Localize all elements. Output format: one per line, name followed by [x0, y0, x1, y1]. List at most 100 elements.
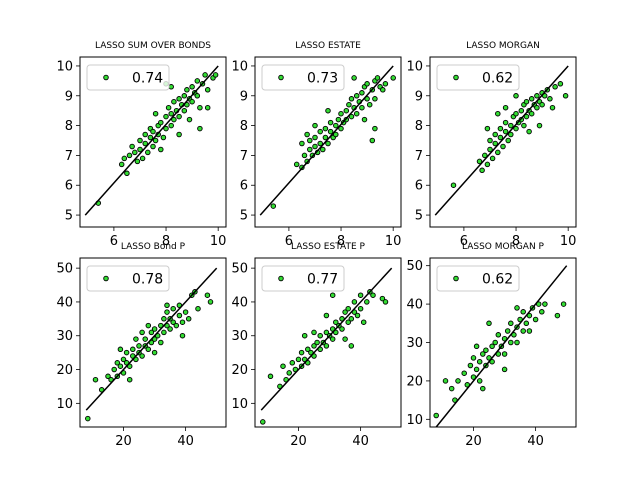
scatter-point	[450, 182, 457, 188]
scatter-point	[351, 299, 358, 305]
scatter-point	[390, 75, 396, 81]
legend-label: 0.77	[307, 272, 338, 288]
reference-line	[434, 65, 569, 216]
scatter-point	[502, 104, 509, 111]
y-tick-label: 50	[406, 259, 423, 274]
scatter-point	[534, 93, 540, 99]
scatter-point	[357, 305, 364, 312]
scatter-point	[473, 366, 480, 373]
scatter-point	[289, 360, 296, 366]
scatter-point	[325, 140, 331, 147]
scatter-point	[476, 378, 483, 384]
scatter-point	[346, 101, 352, 108]
scatter-point	[148, 329, 155, 336]
scatter-point	[487, 137, 493, 144]
scatter-point	[123, 349, 130, 356]
scatter-point	[338, 110, 344, 117]
scatter-point	[480, 385, 486, 392]
legend-box	[436, 265, 520, 292]
scatter-point	[325, 107, 331, 114]
x-tick-label: 40	[352, 434, 369, 449]
scatter-point	[495, 149, 501, 156]
scatter-point	[562, 93, 569, 99]
y-tick-label: 40	[231, 295, 248, 310]
scatter-point	[197, 104, 203, 111]
y-tick-label: 7	[65, 149, 73, 164]
scatter-point	[189, 84, 195, 90]
scatter-point	[134, 158, 141, 165]
y-tick-label: 50	[56, 262, 73, 277]
scatter-point	[348, 343, 355, 349]
scatter-point	[508, 339, 514, 346]
x-tick-label: 20	[465, 434, 482, 449]
subplot-title: LASSO MORGAN	[466, 41, 540, 51]
scatter-point	[151, 349, 158, 356]
scatter-point	[168, 122, 174, 129]
y-tick-label: 5	[65, 209, 73, 224]
legend-label: 0.74	[132, 71, 163, 87]
scatter-point	[311, 329, 317, 336]
scatter-point	[270, 203, 277, 209]
scatter-point	[372, 96, 378, 102]
scatter-point	[118, 161, 125, 168]
legend-box	[261, 64, 345, 91]
scatter-point	[487, 146, 493, 153]
scatter-point	[501, 366, 508, 373]
scatter-point	[194, 93, 201, 99]
x-tick-label: 6	[110, 234, 118, 249]
y-tick-label: 6	[65, 179, 73, 194]
scatter-point	[520, 328, 526, 334]
scatter-point	[528, 96, 535, 102]
subplot-2: LASSO ESTATE 6 8 10 5 6 7 8 9 10 0.73	[231, 41, 402, 249]
scatter-point	[492, 131, 498, 138]
y-tick-label: 10	[231, 59, 248, 74]
subplot-6: LASSO MORGAN P 20 40 10 20 30 40 50 0.62	[406, 242, 577, 449]
scatter-point	[202, 72, 208, 78]
scatter-point	[179, 319, 186, 325]
scatter-point	[133, 336, 139, 342]
scatter-point	[369, 137, 376, 144]
x-tick-label: 40	[527, 434, 544, 449]
scatter-point	[372, 125, 378, 132]
scatter-point	[342, 336, 348, 342]
scatter-point	[335, 116, 342, 123]
scatter-point	[359, 104, 365, 111]
reference-line	[85, 267, 218, 411]
subplot-4: LASSO Bond P 20 40 10 20 30 40 50 0.78	[56, 242, 227, 449]
scatter-point	[360, 319, 367, 325]
x-tick-label: 40	[177, 434, 194, 449]
scatter-point	[489, 155, 496, 162]
scatter-point	[161, 329, 167, 336]
scatter-point	[164, 302, 170, 309]
subplot-1: LASSO SUM OVER BONDS 6 8 10 5 6 7 8 9 10 0.74	[56, 41, 227, 249]
y-tick-label: 50	[231, 262, 248, 277]
scatter-point	[528, 110, 535, 117]
scatter-point	[497, 125, 504, 132]
scatter-point	[152, 110, 159, 117]
scatter-point	[504, 328, 511, 334]
scatter-point	[502, 119, 509, 126]
scatter-point	[542, 301, 548, 307]
scatter-point	[150, 128, 156, 135]
scatter-point	[433, 412, 439, 419]
scatter-point	[526, 328, 533, 334]
scatter-point	[523, 320, 530, 327]
x-tick-label: 10	[560, 234, 577, 249]
legend-label: 0.62	[482, 71, 513, 87]
axes-frame	[79, 56, 227, 228]
scatter-point	[351, 75, 357, 81]
scatter-point	[482, 152, 488, 159]
subplot-title: LASSO ESTATE	[295, 41, 361, 51]
scatter-point	[189, 98, 195, 105]
x-tick-label: 8	[337, 234, 345, 249]
scatter-point	[181, 93, 188, 99]
scatter-point	[505, 137, 511, 144]
scatter-point	[343, 107, 350, 114]
scatter-point	[554, 312, 561, 319]
scatter-point	[163, 125, 169, 132]
y-tick-label: 9	[65, 89, 73, 104]
y-tick-label: 30	[56, 329, 73, 344]
scatter-point	[170, 305, 176, 312]
scatter-point	[380, 87, 386, 93]
scatter-point	[130, 346, 136, 353]
